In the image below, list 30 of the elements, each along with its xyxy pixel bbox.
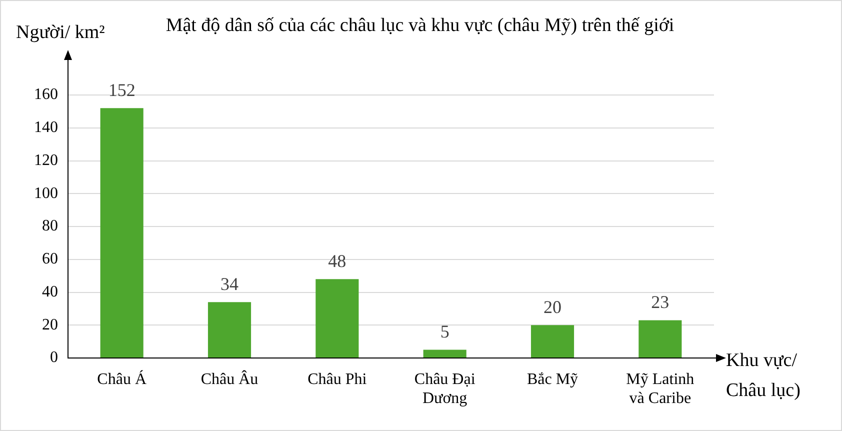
data-label: 23	[651, 292, 670, 312]
x-tick-label: Châu Phi	[308, 370, 368, 388]
bar	[100, 108, 144, 358]
y-tick-label: 80	[42, 218, 58, 235]
y-tick-label: 140	[34, 119, 58, 136]
bar	[530, 325, 574, 358]
y-tick-label: 0	[50, 349, 58, 366]
x-axis-title: Khu vực/ Châu lục)	[726, 349, 802, 403]
x-tick-label: Bắc Mỹ	[526, 370, 578, 388]
y-tick-label: 40	[42, 283, 58, 300]
y-axis-title: Người/ km²	[16, 22, 105, 44]
x-tick-label: Châu Đại Dương	[414, 370, 476, 408]
chart-title: Mật độ dân số của các châu lục và khu vực (châu Mỹ) trên thế giới	[164, 14, 676, 38]
data-label: 34	[220, 274, 238, 294]
data-label: 152	[108, 80, 136, 100]
y-tick-label: 120	[34, 152, 58, 169]
x-tick-label: Châu Á	[97, 370, 147, 388]
x-tick-label: Mỹ Latinh và Caribe	[626, 370, 694, 408]
bar	[638, 320, 682, 358]
y-tick-label: 60	[42, 250, 58, 268]
y-tick-label: 100	[34, 184, 58, 202]
data-label: 5	[440, 322, 450, 342]
y-tick-label: 160	[34, 86, 58, 104]
bar	[316, 279, 359, 358]
data-label: 20	[544, 296, 562, 317]
bar	[423, 350, 466, 358]
bar	[208, 302, 252, 358]
x-tick-label: Châu Âu	[200, 370, 258, 388]
y-tick-label: 20	[42, 316, 58, 334]
data-label: 48	[328, 250, 346, 271]
